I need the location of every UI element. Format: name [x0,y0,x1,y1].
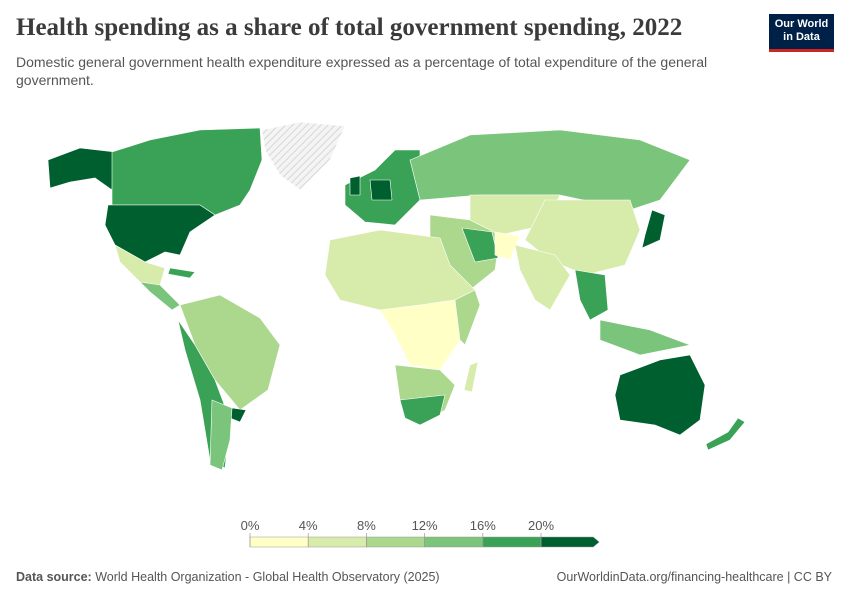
central-america [139,281,181,311]
logo[interactable]: Our World in Data [769,14,834,52]
argentina [209,399,233,471]
legend-swatch [307,536,367,548]
source: Data source: World Health Organization -… [16,570,440,584]
africa-east [454,289,481,346]
india [514,244,571,311]
legend-swatch [249,536,309,548]
subtitle: Domestic general government health expen… [16,54,708,88]
japan [641,209,666,249]
legend-tick-label: 0% [241,518,260,533]
legend-tick-label: 16% [470,518,496,533]
url[interactable]: OurWorldinData.org/financing-healthcare … [556,570,832,584]
uruguay [229,407,247,423]
source-label: Data source: [16,570,92,584]
legend-tick-label: 4% [299,518,318,533]
iran [461,227,499,263]
legend-tick-label: 20% [528,518,554,533]
logo-line: Our World [774,18,829,30]
legend-swatch [482,536,542,548]
canada [111,127,263,216]
legend-tick-label: 12% [412,518,438,533]
legend-swatch [540,536,600,548]
logo-line: in Data [783,31,820,43]
greenland [261,121,346,191]
title: Health spending as a share of total gove… [16,14,683,41]
germany-uk [349,175,393,201]
russia [409,129,691,211]
afghanistan [494,231,521,261]
countries [47,121,746,471]
legend-swatch [424,536,484,548]
southeast-asia [574,269,609,321]
africa-central [379,299,461,371]
australia [614,354,706,436]
new-zealand [705,417,746,451]
legend-tick-label: 8% [357,518,376,533]
caribbean [167,267,196,279]
indonesia [599,319,692,356]
legend: 0% 4% 8% 12% 16% 20% [241,518,600,548]
alaska [47,147,116,191]
source-text: World Health Organization - Global Healt… [95,570,440,584]
legend-swatch [366,536,425,548]
usa [104,204,216,263]
madagascar [463,361,479,393]
south-africa [399,394,446,426]
